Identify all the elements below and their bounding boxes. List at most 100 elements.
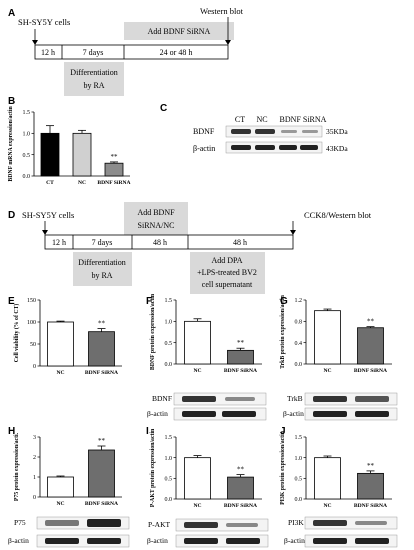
chart-g-ytick-label: 0.8	[295, 320, 303, 326]
chart-j-bar-1	[357, 472, 384, 500]
blot-j-band-nc	[313, 520, 347, 526]
panel-letter-h: H	[8, 426, 15, 437]
timeline-a-seg1: 12 h	[41, 48, 55, 57]
timeline-a-bottom-box	[64, 62, 124, 96]
chart-i-ytick-label: 1.0	[165, 456, 173, 462]
blot-c-row-actin-size: 43KDa	[326, 144, 348, 153]
panel-letter-d: D	[8, 210, 15, 221]
blot-c-band-sirna1	[281, 130, 297, 133]
blot-h-actin-band-nc	[45, 538, 79, 544]
chart-g-bar-1	[357, 327, 384, 365]
chart-g-xtick-label: NC	[323, 368, 331, 374]
timeline-a-seg3: 24 or 48 h	[160, 48, 193, 57]
chart-i-significance: **	[237, 466, 245, 474]
blot-i-band-sirna	[226, 523, 258, 527]
chart-e-ytick-label: 150	[27, 298, 36, 304]
blot-c-actin-band-sirna2	[300, 145, 318, 150]
chart-e-xtick-label: NC	[56, 370, 64, 376]
blot-j-band-sirna	[355, 521, 387, 525]
chart-f-ylabel: BDNF protein expression/actin	[150, 293, 156, 370]
chart-i-ytick-label: 0.5	[165, 477, 173, 483]
timeline-d-seg2: 7 days	[92, 238, 113, 247]
chart-i: 0.0 0.5 1.0 1.5 P-AKT protein expression/act…	[150, 428, 262, 509]
panel-a: A SH-SY5Y cells Western blot Add BDNF Si…	[8, 6, 244, 96]
panel-letter-f: F	[146, 296, 152, 307]
chart-h-xtick-label: NC	[56, 501, 64, 507]
chart-h-ytick-label: 0	[33, 495, 36, 501]
chart-e-bar-1	[88, 331, 115, 367]
chart-j-significance: **	[367, 462, 375, 470]
blot-f-band-nc	[182, 396, 216, 402]
chart-h-bar-0	[47, 476, 74, 498]
blot-f-top-label: BDNF	[152, 394, 172, 403]
blot-i-top-label: P-AKT	[148, 520, 171, 529]
blot-c-row-actin-label: β-actin	[193, 144, 215, 153]
chart-i-bar-1	[227, 476, 254, 500]
panel-letter-g: G	[280, 296, 288, 307]
chart-f-ytick-label: 1.5	[165, 298, 173, 304]
blot-j-top-label: PI3K	[288, 518, 304, 527]
blot-i-band-nc	[184, 522, 218, 528]
timeline-d-bar	[44, 234, 294, 250]
blot-i-bottom-label: β-actin	[147, 536, 168, 545]
blot-h-actin-band-sirna	[87, 538, 121, 544]
chart-j-ytick-label: 0.0	[295, 497, 303, 503]
chart-f-bar-1	[227, 349, 254, 365]
timeline-a-start-label: SH-SY5Y cells	[18, 17, 70, 27]
chart-i-xtick-label: BDNF SiRNA	[224, 503, 257, 509]
panel-letter-j: J	[280, 426, 286, 437]
chart-b-ytick-label: 1.0	[23, 132, 31, 138]
chart-j: 0.0 0.5 1.0 1.5 PI3K protein expression/acti…	[280, 430, 392, 509]
chart-b-bar-2	[104, 162, 124, 177]
timeline-d-end-label: CCK8/Western blot	[304, 210, 372, 220]
chart-e: 0 50 100 150 Cell viability (% of CT) NC BDNF …	[13, 298, 122, 376]
chart-b-xtick-label: CT	[46, 180, 54, 186]
blot-j: PI3K β-actin	[284, 516, 398, 548]
chart-i-ylabel: P-AKT protein expression/actin	[150, 428, 156, 507]
chart-f-bar-0	[184, 320, 211, 365]
timeline-a-bottom-box-line1: Differentiation	[70, 68, 117, 77]
chart-i-ytick-label: 0.0	[165, 497, 173, 503]
chart-j-ylabel: PI3K protein expression/actin	[280, 430, 286, 505]
chart-g-ytick-label: 0.4	[295, 341, 303, 347]
timeline-d-top-box	[124, 202, 188, 235]
chart-b-ytick-label: 1.5	[23, 110, 31, 116]
timeline-d-seg4: 48 h	[233, 238, 247, 247]
blot-h-band-nc	[45, 520, 79, 526]
blot-c-band-sirna2	[302, 130, 318, 133]
blot-h-top-label: P75	[14, 518, 26, 527]
chart-h-ytick-label: 2	[33, 455, 36, 461]
chart-f: 0.0 0.5 1.0 1.5 BDNF protein expression/acti…	[150, 293, 262, 374]
blot-g-top-label: TrkB	[287, 394, 303, 403]
blot-h-band-sirna	[87, 519, 121, 527]
blot-g: TrkB β-actin	[283, 392, 398, 421]
chart-e-ytick-label: 0	[33, 364, 36, 370]
timeline-d-start-arrowhead	[42, 230, 48, 235]
chart-j-xtick-label: NC	[323, 503, 331, 509]
chart-g: 0.0 0.4 0.8 1.2 TrkB protein expression/acti…	[280, 294, 392, 374]
chart-h-ytick-label: 1	[33, 475, 36, 481]
panel-letter-i: I	[146, 426, 149, 437]
timeline-d-bottom-box-line2: by RA	[91, 271, 112, 280]
blot-g-actin-band-nc	[313, 411, 347, 417]
blot-g-band-sirna	[355, 396, 389, 402]
blot-f-actin-band-nc	[182, 411, 216, 417]
timeline-a-start-arrowhead	[32, 40, 38, 45]
chart-j-xtick-label: BDNF SiRNA	[354, 503, 387, 509]
chart-b-ytick-label: 0.0	[23, 174, 31, 180]
timeline-d-seg1: 12 h	[52, 238, 66, 247]
blot-c-row-bdnf-size: 35KDa	[326, 127, 348, 136]
timeline-d-bottom-box2-line2: +LPS-treated BV2	[197, 268, 257, 277]
chart-h-bar-1	[88, 449, 115, 498]
timeline-a-end-arrowhead	[225, 40, 231, 45]
timeline-d-bottom-box	[73, 252, 132, 286]
chart-i-ytick-label: 1.5	[165, 435, 173, 441]
blot-h-bottom-label: β-actin	[8, 536, 29, 545]
chart-f-ytick-label: 1.0	[165, 320, 173, 326]
chart-i-bar-0	[184, 457, 211, 500]
blot-c-row-bdnf-label: BDNF	[193, 127, 215, 136]
panel-letter-e: E	[8, 296, 15, 307]
chart-i-xtick-label: NC	[193, 503, 201, 509]
blot-c-actin-band-sirna1	[279, 145, 297, 150]
